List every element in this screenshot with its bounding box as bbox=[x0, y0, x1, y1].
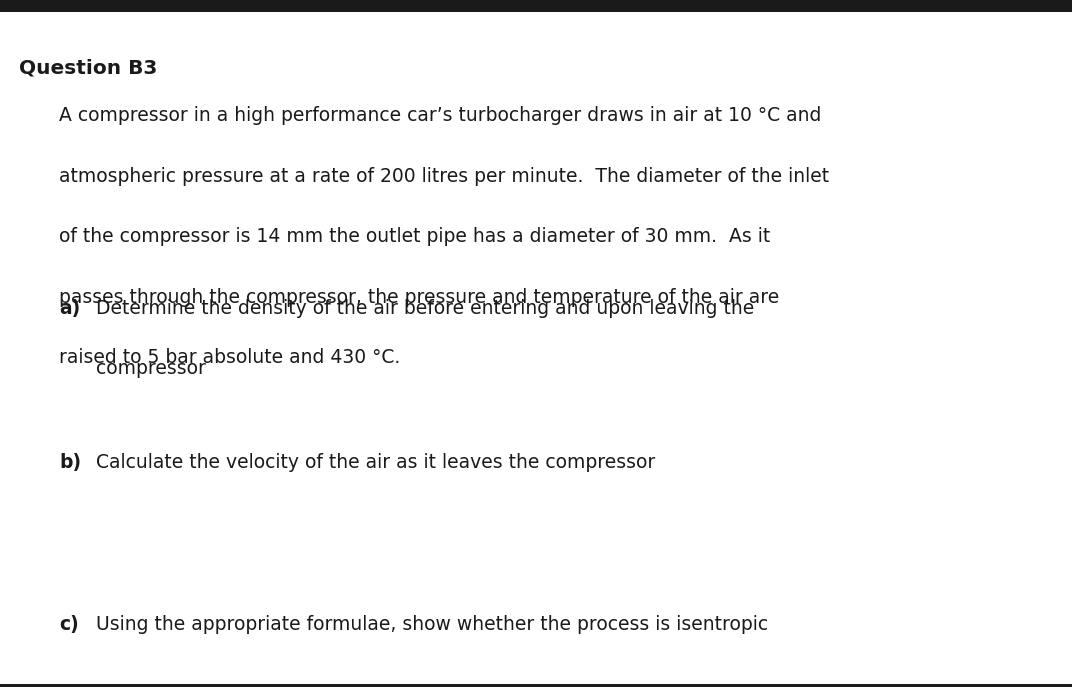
Text: a): a) bbox=[59, 299, 80, 318]
Text: c): c) bbox=[59, 615, 78, 634]
Text: Calculate the velocity of the air as it leaves the compressor: Calculate the velocity of the air as it … bbox=[96, 453, 656, 473]
Text: Using the appropriate formulae, show whether the process is isentropic: Using the appropriate formulae, show whe… bbox=[96, 615, 769, 634]
Text: passes through the compressor, the pressure and temperature of the air are: passes through the compressor, the press… bbox=[59, 288, 779, 307]
Text: Determine the density of the air before entering and upon leaving the: Determine the density of the air before … bbox=[96, 299, 755, 318]
Text: b): b) bbox=[59, 453, 81, 473]
Text: Question B3: Question B3 bbox=[19, 58, 158, 78]
FancyBboxPatch shape bbox=[0, 0, 1072, 12]
FancyBboxPatch shape bbox=[0, 684, 1072, 687]
Text: of the compressor is 14 mm the outlet pipe has a diameter of 30 mm.  As it: of the compressor is 14 mm the outlet pi… bbox=[59, 227, 770, 247]
Text: raised to 5 bar absolute and 430 °C.: raised to 5 bar absolute and 430 °C. bbox=[59, 348, 400, 368]
Text: A compressor in a high performance car’s turbocharger draws in air at 10 °C and: A compressor in a high performance car’s… bbox=[59, 106, 821, 126]
Text: atmospheric pressure at a rate of 200 litres per minute.  The diameter of the in: atmospheric pressure at a rate of 200 li… bbox=[59, 167, 829, 186]
Text: compressor: compressor bbox=[96, 359, 206, 379]
